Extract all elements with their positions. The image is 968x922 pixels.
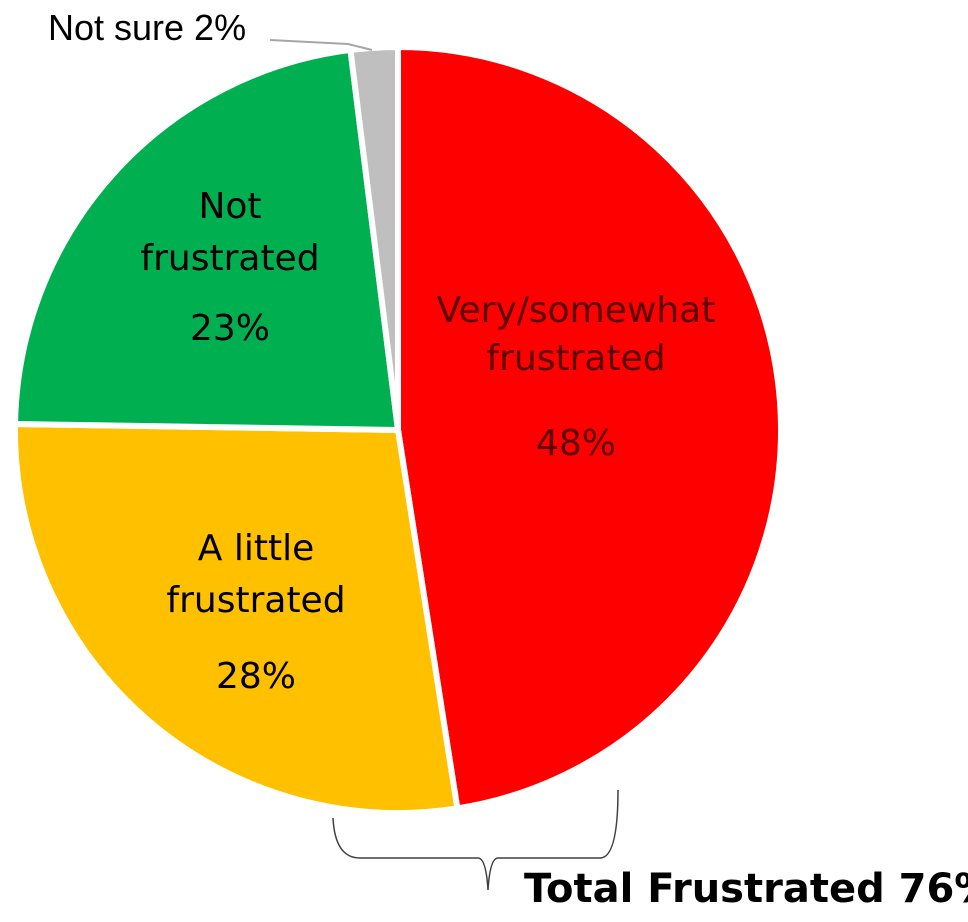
- label-line: A little: [198, 528, 314, 569]
- pie-slice-a-little-frustrated: [12, 420, 461, 816]
- not-sure-leader-line: [269, 39, 373, 51]
- slice-label-not-sure: Not sure 2%: [48, 7, 246, 48]
- total-frustrated-brace: [332, 789, 619, 891]
- slice-label-a-little-frustrated: A little frustrated 28%: [166, 528, 345, 697]
- label-line: frustrated: [166, 580, 345, 621]
- total-frustrated-annotation: Total Frustrated 76%: [524, 866, 968, 912]
- value-label: 48%: [536, 423, 616, 464]
- label-line: Not: [198, 186, 261, 227]
- pie-slice-not-sure: [347, 43, 401, 431]
- value-label: 28%: [216, 656, 296, 697]
- label-line: frustrated: [140, 238, 319, 279]
- label-line: Very/somewhat: [437, 290, 716, 331]
- pie-slice-very-somewhat-frustrated: [395, 43, 784, 812]
- value-label: 23%: [190, 308, 270, 349]
- label-line: frustrated: [486, 338, 665, 379]
- pie-slices: [12, 43, 784, 816]
- pie-slice-not-frustrated: [12, 46, 402, 434]
- slice-label-very-somewhat-frustrated: Very/somewhat frustrated 48%: [437, 290, 716, 464]
- slice-label-not-frustrated: Not frustrated 23%: [140, 186, 319, 349]
